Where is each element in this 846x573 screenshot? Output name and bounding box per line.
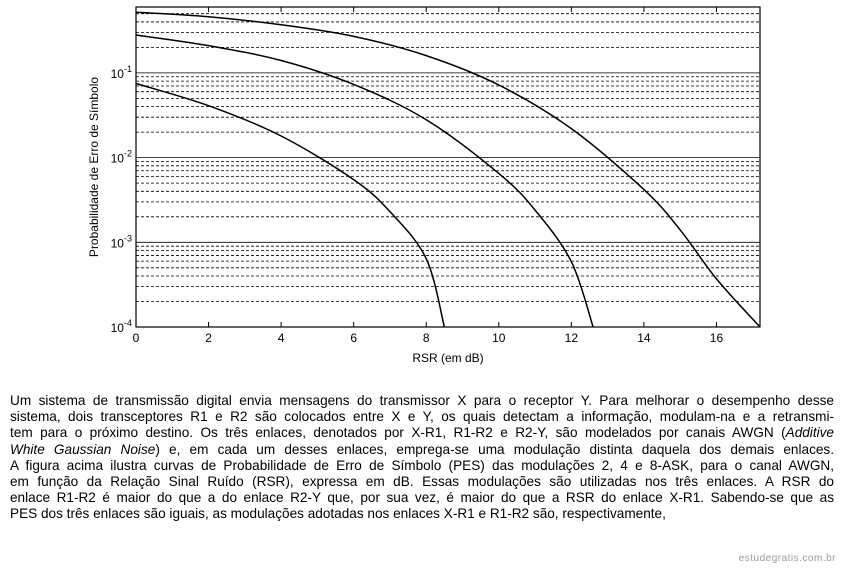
curves [135,11,761,328]
x-tick-label: 2 [205,331,212,345]
x-tick-label: 16 [710,331,724,345]
question-italic-term: Additive [785,425,834,441]
x-axis-ticks: 0 2 4 6 8 10 12 14 16 [133,7,724,345]
question-line: A figura acima ilustra curvas de Probabi… [10,457,834,473]
x-tick-label: 0 [133,331,140,345]
pes-curve [135,34,594,328]
x-tick-label: 8 [423,331,430,345]
x-tick-label: 14 [637,331,651,345]
question-line: enlace R1-R2 é maior do que a do enlace … [10,490,834,506]
question-line: Um sistema de transmissão digital envia … [10,393,834,408]
question-line: em função da Relação Sinal Ruído (RSR), … [10,474,834,490]
y-axis-label: Probabilidade de Erro de Símbolo [87,77,101,257]
grid-lines [136,13,760,302]
pes-curve [135,82,446,328]
y-tick-label: 10-2 [111,149,132,166]
pes-curve [135,11,761,328]
pes-chart: 0 2 4 6 8 10 12 14 16 10-1 10-2 10-3 10-4 RSR (em d… [87,6,761,365]
question-line: White Gaussian Noise) e, em cada um dess… [10,442,834,458]
question-line: PES dos três enlaces são iguais, as modu… [10,506,666,522]
question-text: Um sistema de transmissão digital envia … [10,393,834,523]
x-tick-label: 10 [492,331,506,345]
question-line: tem para o próximo destino. Os três enla… [10,425,834,441]
x-axis-label: RSR (em dB) [412,351,483,365]
watermark: estudegratis.com.br [738,553,836,564]
x-tick-label: 12 [565,331,579,345]
plot-frame [135,6,761,328]
y-tick-label: 10-1 [111,64,132,81]
y-tick-label: 10-3 [111,233,132,250]
x-tick-label: 6 [350,331,357,345]
y-axis-ticks: 10-1 10-2 10-3 10-4 [111,64,132,335]
question-line: sistema, dois transceptores R1 e R2 são … [10,409,834,425]
question-italic-term: White Gaussian Noise [10,441,156,457]
question-line-part: ) e, em cada um desses enlaces, emprega-… [155,441,835,457]
question-line-part: tem para o próximo destino. Os três enla… [10,425,786,441]
y-tick-label: 10-4 [111,318,132,335]
x-tick-label: 4 [278,331,285,345]
